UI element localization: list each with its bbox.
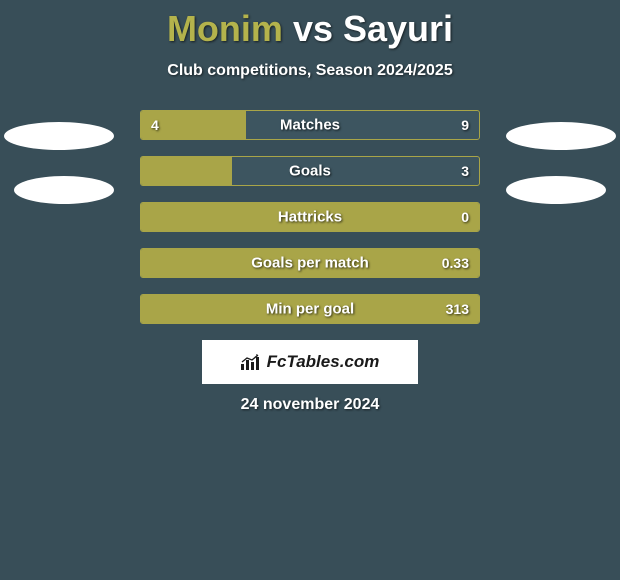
subtitle: Club competitions, Season 2024/2025	[0, 62, 620, 80]
page-title: Monim vs Sayuri	[0, 8, 620, 50]
stat-label: Hattricks	[278, 209, 342, 226]
stat-right-value: 0.33	[442, 255, 469, 271]
stat-label: Min per goal	[266, 301, 354, 318]
vs-text: vs	[293, 8, 333, 49]
player2-badge-2	[506, 176, 606, 204]
stat-label: Goals per match	[251, 255, 369, 272]
stat-bars: 4 Matches 9 Goals 3 Hattricks 0 Goals pe…	[140, 110, 480, 324]
stat-right-value: 9	[461, 117, 469, 133]
stat-row-goals: Goals 3	[140, 156, 480, 186]
logo-box: FcTables.com	[202, 340, 418, 384]
stat-row-matches: 4 Matches 9	[140, 110, 480, 140]
player2-name: Sayuri	[343, 8, 453, 49]
stat-right-value: 0	[461, 209, 469, 225]
stat-right-value: 3	[461, 163, 469, 179]
stat-row-min-per-goal: Min per goal 313	[140, 294, 480, 324]
player1-badge-2	[14, 176, 114, 204]
stat-row-hattricks: Hattricks 0	[140, 202, 480, 232]
stat-row-goals-per-match: Goals per match 0.33	[140, 248, 480, 278]
chart-icon	[241, 354, 261, 370]
player2-badge-1	[506, 122, 616, 150]
player1-badge-1	[4, 122, 114, 150]
comparison-infographic: Monim vs Sayuri Club competitions, Seaso…	[0, 0, 620, 414]
stat-label: Matches	[280, 117, 340, 134]
logo-text: FcTables.com	[267, 352, 380, 372]
stat-label: Goals	[289, 163, 331, 180]
stat-left-value: 4	[151, 117, 159, 133]
player1-name: Monim	[167, 8, 283, 49]
stat-fill	[141, 157, 232, 185]
date-text: 24 november 2024	[0, 396, 620, 414]
stat-right-value: 313	[446, 301, 469, 317]
